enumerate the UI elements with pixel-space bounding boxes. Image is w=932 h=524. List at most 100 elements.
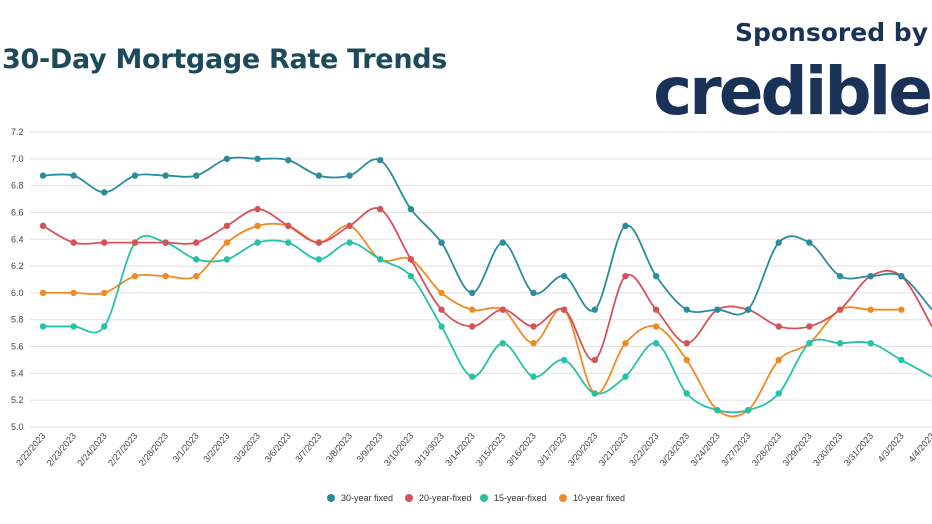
data-point[interactable] — [39, 172, 47, 179]
data-point[interactable] — [836, 272, 844, 280]
data-point[interactable] — [315, 239, 323, 246]
data-point[interactable] — [223, 256, 231, 263]
data-point[interactable] — [346, 222, 353, 230]
data-point[interactable] — [193, 172, 200, 179]
data-point[interactable] — [39, 289, 47, 297]
data-point[interactable] — [867, 272, 874, 280]
data-point[interactable] — [39, 323, 47, 330]
data-point[interactable] — [315, 256, 323, 263]
data-point[interactable] — [70, 323, 77, 330]
data-point[interactable] — [315, 172, 323, 179]
data-point[interactable] — [530, 339, 537, 347]
data-point[interactable] — [223, 239, 231, 246]
data-point[interactable] — [468, 289, 476, 297]
data-point[interactable] — [377, 256, 384, 263]
data-point[interactable] — [622, 339, 629, 347]
data-point[interactable] — [683, 306, 690, 313]
data-point[interactable] — [101, 289, 108, 297]
data-point[interactable] — [39, 222, 47, 230]
data-point[interactable] — [775, 390, 782, 397]
data-point[interactable] — [131, 239, 139, 246]
y-tick-label: 6.0 — [11, 288, 24, 298]
data-point[interactable] — [407, 256, 415, 263]
data-point[interactable] — [775, 239, 782, 246]
data-point[interactable] — [806, 239, 813, 246]
data-point[interactable] — [806, 323, 813, 330]
data-point[interactable] — [836, 306, 844, 313]
data-point[interactable] — [652, 272, 660, 280]
data-point[interactable] — [714, 407, 721, 414]
data-point[interactable] — [254, 205, 261, 213]
data-point[interactable] — [591, 390, 598, 397]
data-point[interactable] — [468, 373, 476, 380]
data-point[interactable] — [622, 222, 629, 230]
data-point[interactable] — [285, 222, 292, 230]
data-point[interactable] — [131, 172, 139, 179]
data-point[interactable] — [438, 239, 445, 246]
data-point[interactable] — [775, 323, 782, 330]
data-point[interactable] — [346, 239, 353, 246]
data-point[interactable] — [499, 239, 507, 246]
data-point[interactable] — [285, 239, 292, 246]
data-point[interactable] — [101, 239, 108, 246]
data-point[interactable] — [898, 272, 905, 280]
data-point[interactable] — [530, 373, 537, 380]
data-point[interactable] — [162, 172, 169, 179]
data-point[interactable] — [652, 339, 660, 347]
data-point[interactable] — [438, 289, 445, 297]
data-point[interactable] — [530, 289, 537, 297]
data-point[interactable] — [377, 205, 384, 213]
data-point[interactable] — [438, 323, 445, 330]
data-point[interactable] — [70, 289, 77, 297]
data-point[interactable] — [530, 323, 537, 330]
data-point[interactable] — [254, 155, 261, 163]
data-point[interactable] — [70, 172, 77, 179]
data-point[interactable] — [162, 272, 169, 280]
data-point[interactable] — [806, 339, 813, 347]
data-point[interactable] — [898, 356, 905, 364]
data-point[interactable] — [193, 256, 200, 263]
data-point[interactable] — [346, 172, 353, 179]
data-point[interactable] — [254, 239, 261, 246]
data-point[interactable] — [622, 272, 629, 280]
data-point[interactable] — [468, 306, 476, 313]
data-point[interactable] — [775, 356, 782, 364]
data-point[interactable] — [499, 339, 507, 347]
data-point[interactable] — [70, 239, 77, 246]
data-point[interactable] — [683, 390, 690, 397]
data-point[interactable] — [683, 356, 690, 364]
data-point[interactable] — [131, 272, 139, 280]
data-point[interactable] — [101, 189, 108, 196]
data-point[interactable] — [683, 339, 690, 347]
data-point[interactable] — [193, 272, 200, 280]
data-point[interactable] — [407, 272, 415, 280]
data-point[interactable] — [652, 323, 660, 330]
data-point[interactable] — [591, 306, 598, 313]
data-point[interactable] — [867, 339, 874, 347]
data-point[interactable] — [560, 306, 568, 313]
data-point[interactable] — [438, 306, 445, 313]
data-point[interactable] — [223, 222, 231, 230]
data-point[interactable] — [377, 156, 384, 164]
data-point[interactable] — [714, 306, 721, 313]
data-point[interactable] — [898, 306, 905, 313]
data-point[interactable] — [223, 155, 231, 163]
data-point[interactable] — [591, 356, 598, 364]
brand-logo[interactable]: credible — [653, 53, 932, 130]
data-point[interactable] — [560, 356, 568, 364]
data-point[interactable] — [744, 306, 752, 313]
data-point[interactable] — [622, 373, 629, 380]
data-point[interactable] — [407, 205, 415, 213]
data-point[interactable] — [468, 323, 476, 330]
data-point[interactable] — [162, 239, 169, 246]
data-point[interactable] — [560, 272, 568, 280]
data-point[interactable] — [836, 339, 844, 347]
data-point[interactable] — [193, 239, 200, 246]
data-point[interactable] — [254, 222, 261, 230]
data-point[interactable] — [499, 306, 507, 313]
data-point[interactable] — [744, 407, 752, 414]
data-point[interactable] — [285, 156, 292, 164]
data-point[interactable] — [101, 323, 108, 330]
data-point[interactable] — [867, 306, 874, 313]
data-point[interactable] — [652, 306, 660, 313]
